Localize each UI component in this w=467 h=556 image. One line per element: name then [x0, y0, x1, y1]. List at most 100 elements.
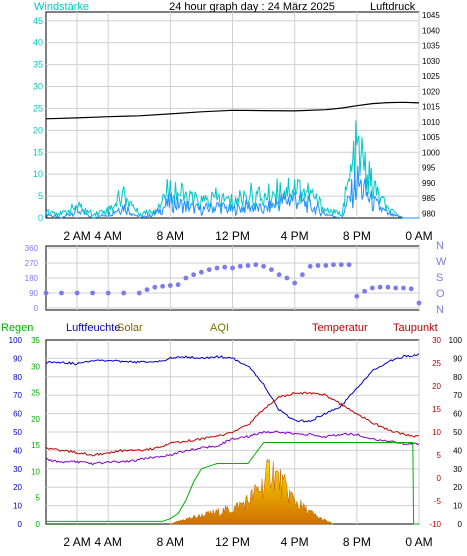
legend-taupunkt: Taupunkt [393, 322, 438, 334]
pressure-tick-label: 1005 [422, 133, 440, 142]
temperature-tick-label: 15 [432, 405, 441, 414]
rain-tick-label: 20 [31, 415, 40, 424]
pressure-tick-label: 1015 [422, 103, 440, 112]
pressure-tick-label: 1040 [422, 26, 440, 35]
direction-point [105, 290, 111, 296]
direction-point [90, 290, 95, 296]
legend-luftfeuchte: Luftfeuchte [66, 322, 120, 334]
humidity-tick-labels: 0 10 20 30 40 50 60 70 80 90 100 [9, 336, 23, 529]
legend-solar: Solar [117, 322, 143, 334]
compass-n-bottom: N [436, 304, 444, 316]
temperature-tick-label: 30 [432, 336, 441, 345]
weather-x-tick-labels: 2 AM 4 AM 8 AM 12 PM 4 PM 8 PM 0 AM [63, 535, 432, 549]
direction-point [43, 290, 49, 296]
wind-x-tick-label: 12 PM [215, 229, 250, 243]
wind-x-tick-label: 0 AM [405, 229, 432, 243]
pressure-axis-title: Luftdruck [370, 1, 416, 13]
direction-point [370, 285, 375, 291]
direction-point [307, 263, 313, 269]
humidity-tick-label: 70 [13, 391, 22, 400]
wind-tick-label: 35 [33, 60, 43, 70]
direction-tick-label: 360 [25, 244, 39, 253]
dewpoint-tick-label: 30 [453, 465, 462, 474]
pressure-tick-label: 985 [422, 194, 436, 203]
direction-point [300, 272, 305, 278]
weather-series [45, 353, 420, 525]
direction-point [269, 267, 274, 273]
compass-n-top: N [436, 240, 444, 252]
direction-tick-label: 90 [29, 289, 38, 298]
pressure-line [45, 101, 420, 120]
wind-x-tick-label: 4 AM [94, 229, 121, 243]
direction-point [206, 267, 212, 273]
wind-x-tick-label: 8 AM [157, 229, 184, 243]
direction-point [152, 284, 158, 290]
rain-tick-labels: 0 5 10 15 20 25 30 35 [31, 336, 40, 529]
direction-point [59, 290, 64, 296]
dewpoint-tick-label: 70 [453, 391, 462, 400]
direction-point [393, 285, 399, 291]
dewpoint-line [45, 430, 420, 466]
humidity-tick-label: 0 [18, 520, 23, 529]
wind-x-tick-label: 4 PM [281, 229, 309, 243]
direction-point [416, 300, 422, 306]
rain-tick-label: 35 [31, 336, 40, 345]
rain-tick-label: 5 [36, 494, 41, 503]
direction-point [331, 262, 336, 268]
wind-tick-label: 10 [33, 169, 43, 179]
direction-point [214, 265, 220, 271]
direction-point [167, 283, 173, 288]
pressure-tick-labels: 980 985 990 995 1000 1005 1010 1015 1020 1025 1030… [422, 11, 440, 218]
wind-tick-label: 40 [33, 38, 43, 48]
temperature-tick-labels: -10 -5 0 5 10 15 20 25 30 [429, 336, 441, 529]
wind-tick-label: 0 [38, 213, 43, 223]
direction-point [401, 285, 406, 291]
direction-point [292, 280, 298, 286]
humidity-tick-label: 60 [13, 410, 22, 419]
wind-x-tick-label: 2 AM [63, 229, 90, 243]
humidity-tick-label: 20 [13, 483, 22, 492]
wind-speed-line [45, 165, 419, 219]
direction-tick-label: 180 [25, 274, 39, 283]
rain-line [46, 442, 419, 525]
humidity-tick-label: 30 [13, 465, 22, 474]
temperature-line [45, 391, 420, 457]
wind-x-tick-label: 8 PM [343, 229, 371, 243]
legend-regen: Regen [1, 322, 33, 334]
humidity-line [45, 353, 420, 423]
pressure-tick-label: 1000 [422, 148, 440, 157]
direction-point [346, 262, 352, 268]
direction-points [43, 262, 422, 306]
compass-labels: N W S O N [436, 240, 447, 316]
dewpoint-tick-label: 10 [453, 502, 462, 511]
weather-grid [46, 340, 420, 524]
direction-point [136, 290, 142, 296]
wind-tick-label: 25 [33, 103, 43, 113]
dewpoint-tick-label: 20 [453, 483, 462, 492]
humidity-tick-label: 40 [13, 446, 22, 455]
rain-tick-label: 10 [31, 467, 40, 476]
direction-tick-label: 0 [34, 304, 39, 313]
wind-tick-label: 20 [33, 125, 43, 135]
wind-tick-label: 5 [38, 191, 43, 201]
weather-x-tick-label: 0 AM [405, 535, 432, 549]
direction-point [377, 284, 383, 290]
rain-tick-label: 25 [31, 389, 40, 398]
legend-temperatur: Temperatur [312, 322, 368, 334]
direction-point [199, 269, 204, 275]
direction-point [354, 293, 360, 299]
weather-x-tick-label: 8 PM [343, 535, 371, 549]
direction-point [175, 282, 181, 288]
rain-tick-label: 15 [31, 441, 40, 450]
pressure-tick-label: 1030 [422, 57, 440, 66]
direction-point [245, 263, 251, 268]
temperature-tick-label: 25 [432, 359, 441, 368]
humidity-tick-label: 80 [13, 373, 22, 382]
weather-x-tick-label: 4 AM [94, 535, 121, 549]
temperature-tick-label: 10 [432, 428, 441, 437]
compass-s: S [436, 272, 443, 284]
legend-aqi: AQI [210, 322, 229, 334]
graph-title: 24 hour graph day : 24 März 2025 [169, 1, 335, 13]
direction-point [144, 287, 150, 293]
